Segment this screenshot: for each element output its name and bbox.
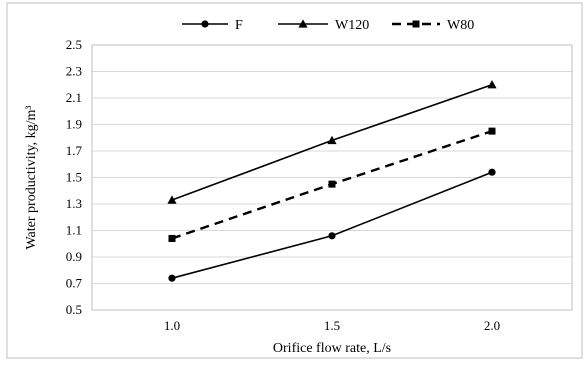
plot-area	[91, 44, 573, 311]
data-point-f	[168, 274, 176, 282]
legend-label-w120: W120	[335, 18, 369, 33]
legend-item-w120: W120	[278, 18, 369, 33]
series-group	[167, 80, 497, 282]
data-point-w120	[167, 195, 177, 204]
y-tick-label: 0.5	[66, 302, 82, 317]
legend-label-f: F	[235, 18, 243, 33]
y-tick-label: 2.1	[66, 90, 82, 105]
y-tick-label: 2.5	[66, 37, 82, 52]
chart-frame	[6, 2, 583, 359]
legend: F W120 W80	[182, 18, 474, 33]
data-point-w120	[327, 135, 337, 145]
x-tick-label: 2.0	[484, 318, 500, 333]
y-tick-label: 0.7	[66, 276, 83, 291]
y-tick-label: 1.9	[66, 117, 82, 132]
legend-item-w80: W80	[392, 18, 474, 33]
legend-marker-f	[201, 20, 209, 28]
y-tick-label: 0.9	[66, 249, 82, 264]
y-tick-labels: 0.5 0.7 0.9 1.1 1.3 1.5 1.7 1.9 2.1 2.3 2.5	[66, 37, 83, 317]
axes	[91, 44, 573, 311]
x-axis-title: Orifice flow rate, L/s	[273, 341, 391, 356]
legend-marker-w80	[412, 20, 420, 28]
y-tick-label: 1.7	[66, 143, 83, 158]
y-tick-label: 1.5	[66, 170, 82, 185]
y-tick-label: 1.3	[66, 196, 82, 211]
y-tick-label: 1.1	[66, 223, 82, 238]
data-point-f	[328, 232, 336, 240]
data-point-w120	[487, 80, 497, 89]
data-point-w80	[328, 180, 336, 188]
x-tick-labels: 1.0 1.5 2.0	[164, 318, 500, 333]
data-point-w80	[168, 234, 176, 242]
x-tick-label: 1.5	[324, 318, 340, 333]
legend-label-w80: W80	[447, 18, 474, 33]
y-axis-title: Water productivity, kg/m³	[24, 105, 39, 249]
data-point-f	[488, 168, 496, 176]
y-tick-label: 2.3	[66, 64, 82, 79]
data-point-w80	[488, 127, 496, 135]
legend-marker-w120	[298, 19, 308, 28]
legend-item-f: F	[182, 18, 243, 33]
x-tick-label: 1.0	[164, 318, 180, 333]
